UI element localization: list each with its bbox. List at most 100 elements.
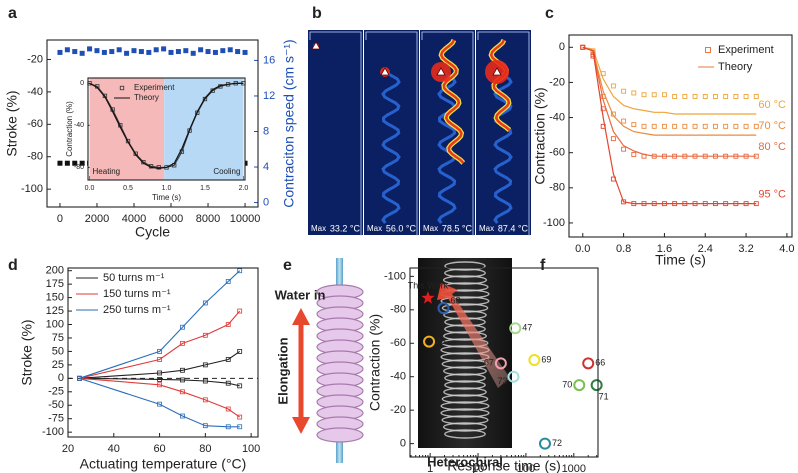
frame-temperature: 78.5 °C [442, 223, 473, 233]
legend-label: Experiment [718, 44, 774, 56]
legend-label: 50 turns m⁻¹ [103, 272, 165, 284]
point-label: 67 [484, 358, 494, 368]
experiment-point [723, 201, 729, 207]
experiment-point [753, 94, 759, 99]
x-tick-label: 1.0 [162, 185, 172, 192]
y-tick-label: 0 [559, 41, 565, 53]
y-tick-label: -20 [390, 404, 406, 416]
x-tick-label: 1 [427, 463, 433, 473]
point [225, 279, 231, 284]
experiment-point [610, 111, 616, 117]
point [64, 47, 70, 53]
experiment-point [651, 92, 657, 98]
point-label: 47 [522, 323, 532, 333]
cool-coil [437, 68, 457, 224]
point-label: 70 [562, 379, 572, 389]
plot-frame [87, 77, 246, 181]
point [237, 349, 243, 354]
point [202, 300, 208, 306]
experiment-point [621, 146, 627, 152]
experiment-point [743, 94, 749, 99]
point [237, 424, 243, 430]
y2-tick-label: 12 [263, 90, 275, 102]
x-tick-label: 0.0 [85, 185, 95, 192]
frame-edge [421, 31, 474, 236]
point [72, 49, 78, 55]
point [237, 383, 243, 389]
cool-coil [381, 68, 401, 224]
thermal-background [476, 30, 531, 235]
max-marker [492, 67, 502, 76]
point-label: 69 [541, 354, 551, 364]
y-tick-label: -75 [48, 413, 64, 425]
y-axis-label: Stroke (%) [19, 319, 35, 385]
point [79, 160, 85, 166]
point [225, 380, 231, 386]
experiment-point [600, 71, 606, 77]
experiment-point [641, 92, 647, 98]
region-label: Heating [93, 167, 121, 176]
x-tick-label: 10 [472, 463, 484, 473]
y-tick-label: 25 [52, 359, 64, 371]
x-tick-label: 3.2 [738, 243, 753, 255]
y-tick-label: 125 [46, 305, 64, 317]
y-tick-label: -100 [21, 183, 43, 195]
experiment-point [651, 201, 657, 207]
x-tick-label: 1.6 [657, 243, 672, 255]
experiment-point [631, 201, 637, 207]
experiment-point [661, 201, 667, 207]
panel-label: e [283, 257, 292, 274]
photo-turn [441, 415, 489, 425]
photo-turn [441, 394, 489, 404]
thermal-frame: Max 56.0 °C [364, 30, 419, 236]
x-tick-label: 100 [517, 463, 535, 473]
photo-turn [444, 429, 486, 439]
point [94, 48, 100, 54]
point [507, 370, 520, 383]
experiment-point [590, 53, 596, 59]
point [157, 377, 162, 382]
y-tick-label: 175 [46, 278, 64, 290]
x-tick-label: 4000 [122, 213, 146, 225]
point [180, 377, 185, 383]
y-tick-label: 150 [46, 292, 64, 304]
x-tick-label: 1000 [562, 463, 586, 473]
y-tick-label: -60 [549, 147, 565, 159]
y2-tick-label: 16 [263, 54, 275, 66]
experiment-point [672, 94, 678, 99]
x-axis-label: Cycle [135, 224, 170, 240]
point-label: 72 [552, 438, 562, 448]
point [202, 423, 208, 429]
point [242, 49, 248, 55]
point [156, 165, 161, 170]
photo-turn [440, 408, 490, 418]
point [509, 322, 522, 335]
frame-temperature: 87.4 °C [498, 223, 529, 233]
y-tick-label: -25 [48, 386, 64, 398]
y-tick-label: -100 [384, 270, 406, 282]
y-tick-label: -20 [549, 76, 565, 88]
cool-coil [493, 68, 513, 224]
legend-label: Experiment [134, 83, 175, 92]
experiment-point [692, 201, 698, 207]
y-tick-label: -60 [390, 337, 406, 349]
experiment-point [641, 123, 647, 129]
point [131, 48, 137, 54]
x-tick-label: 1.5 [200, 185, 210, 192]
experiment-point [753, 201, 759, 207]
x-tick-label: 2.0 [239, 185, 249, 192]
photo-turn [444, 261, 486, 271]
experiment-point [610, 176, 616, 182]
x-tick-label: 20 [62, 443, 74, 455]
frame-caption: Max [479, 224, 494, 233]
legend-marker [119, 85, 125, 91]
thermal-frame: Max 87.4 °C [476, 30, 531, 236]
point-label: 66 [595, 358, 605, 368]
point [157, 349, 162, 354]
point [235, 49, 241, 55]
plot-frame [67, 267, 259, 438]
panel-label: f [540, 257, 546, 274]
experiment-point [713, 201, 718, 207]
point [202, 362, 208, 368]
series-line [89, 82, 244, 169]
